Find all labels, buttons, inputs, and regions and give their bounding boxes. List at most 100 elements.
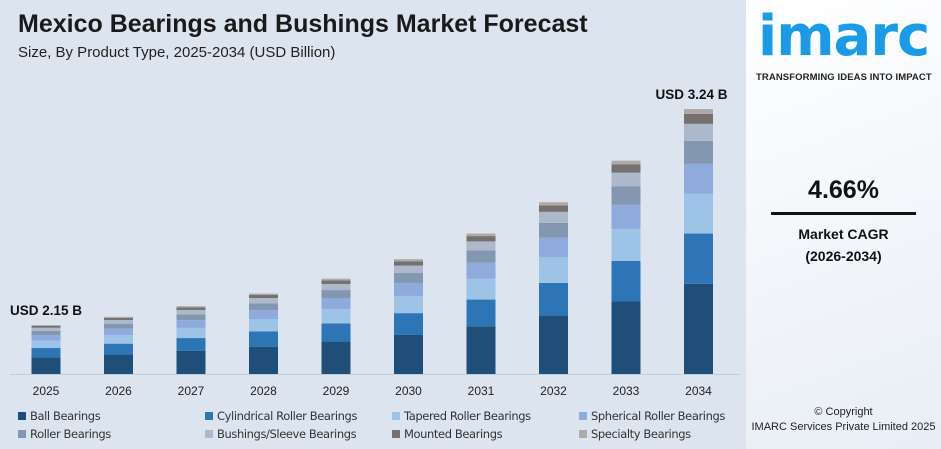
bar-segment-2034-3 (684, 163, 713, 194)
bar-segment-2027-5 (176, 309, 206, 315)
imarc-logo: imarc (758, 4, 930, 69)
x-tick-label: 2033 (613, 384, 640, 398)
bar-segment-2025-1 (31, 348, 61, 358)
x-tick-label: 2026 (105, 384, 132, 398)
bar-segment-2033-3 (611, 204, 641, 229)
bar-segment-2031-6 (466, 236, 496, 242)
bar-segment-2029-2 (321, 309, 351, 324)
brand-tagline: TRANSFORMING IDEAS INTO IMPACT (756, 72, 932, 83)
bar-segment-2025-4 (31, 330, 61, 336)
legend-item: Tapered Roller Bearings (392, 408, 579, 424)
bar-segment-2025-5 (31, 327, 61, 331)
legend-item: Cylindrical Roller Bearings (205, 408, 392, 424)
x-tick-label: 2025 (33, 384, 60, 398)
bar-segment-2028-5 (249, 298, 278, 304)
bar-segment-2025-7 (31, 325, 61, 326)
bar-segment-2034-2 (684, 193, 713, 234)
bar-segment-2034-5 (684, 123, 713, 141)
bar-segment-2027-3 (176, 320, 206, 328)
legend-item: Bushings/Sleeve Bearings (205, 426, 392, 442)
bar-segment-2025-3 (31, 335, 61, 341)
bar-segment-2031-1 (466, 299, 496, 327)
legend-swatch (205, 430, 213, 438)
bar-segment-2031-5 (466, 241, 496, 251)
bar-segment-2029-3 (321, 298, 351, 310)
bar-segment-2034-6 (684, 113, 713, 124)
x-tick-label: 2034 (685, 384, 712, 398)
bar-segment-2033-0 (611, 301, 641, 374)
legend: Ball Bearings Cylindrical Roller Bearings… (18, 408, 738, 442)
bar-segment-2029-4 (321, 290, 351, 299)
bar-segment-2030-6 (394, 261, 423, 266)
bar-segment-2027-2 (176, 327, 206, 339)
legend-item: Roller Bearings (18, 426, 205, 442)
x-tick-label: 2027 (178, 384, 205, 398)
bar-segment-2030-3 (394, 282, 423, 296)
bar-segment-2033-5 (611, 172, 641, 187)
legend-swatch (392, 412, 400, 420)
legend-label: Cylindrical Roller Bearings (217, 409, 358, 423)
cagr-value: 4.66% (808, 176, 879, 204)
bar-segment-2025-6 (31, 325, 61, 328)
legend-swatch (579, 412, 587, 420)
bar-segment-2029-5 (321, 283, 351, 291)
total-annotation: USD 2.15 B (10, 303, 82, 318)
bar-segment-2033-4 (611, 186, 641, 205)
bar-segment-2028-7 (249, 293, 278, 296)
bar-segment-2026-7 (104, 316, 133, 318)
bar-segment-2034-4 (684, 140, 713, 164)
bar-segment-2028-4 (249, 303, 278, 311)
bar-segment-2026-4 (104, 323, 133, 329)
legend-swatch (392, 430, 400, 438)
bar-segment-2030-1 (394, 313, 423, 335)
bar-segment-2029-1 (321, 323, 351, 342)
bar-segment-2026-2 (104, 335, 133, 344)
bar-segment-2034-1 (684, 233, 713, 284)
company-name: IMARC Services Private Limited 2025 (751, 421, 936, 433)
bar-segment-2032-3 (539, 237, 568, 258)
bar-segment-2033-7 (611, 160, 641, 165)
x-tick-label: 2030 (395, 384, 422, 398)
bar-segment-2026-3 (104, 328, 133, 336)
bar-segment-2030-0 (394, 334, 423, 374)
legend-item: Mounted Bearings (392, 426, 579, 442)
bar-segment-2032-1 (539, 282, 568, 316)
bar-segment-2027-7 (176, 306, 206, 308)
bar-segment-2032-7 (539, 202, 568, 206)
bar-segment-2030-4 (394, 272, 423, 283)
bar-segment-2026-0 (104, 354, 133, 374)
bar-segment-2032-2 (539, 257, 568, 283)
bar-segment-2031-0 (466, 326, 496, 374)
bar-segment-2028-1 (249, 331, 278, 347)
bar-segment-2029-0 (321, 341, 351, 374)
bar-segment-2029-7 (321, 278, 351, 281)
bar-segment-2033-2 (611, 228, 641, 261)
total-annotation: USD 3.24 B (655, 87, 727, 102)
bar-segment-2029-6 (321, 280, 351, 284)
x-tick-label: 2029 (323, 384, 350, 398)
chart-panel: Mexico Bearings and Bushings Market Fore… (0, 0, 746, 449)
legend-swatch (18, 412, 26, 420)
bar-segment-2028-0 (249, 346, 278, 374)
x-tick-label: 2028 (250, 384, 277, 398)
x-tick-label: 2031 (468, 384, 495, 398)
legend-label: Roller Bearings (30, 427, 111, 441)
chart-subtitle: Size, By Product Type, 2025-2034 (USD Bi… (18, 44, 336, 61)
bar-segment-2032-6 (539, 205, 568, 212)
bar-segment-2031-7 (466, 233, 496, 237)
bar-segment-2025-0 (31, 357, 61, 374)
bar-segment-2032-0 (539, 315, 568, 374)
bar-segment-2031-2 (466, 278, 496, 300)
bar-segment-2027-0 (176, 350, 206, 374)
bar-segment-2028-2 (249, 319, 278, 332)
legend-label: Bushings/Sleeve Bearings (217, 427, 357, 441)
cagr-period: (2026-2034) (805, 248, 882, 264)
stacked-bar-chart: 2025 USD 2.15 B 2026 2027 2028 2029 2030 2031 20… (10, 87, 740, 398)
legend-item: Spherical Roller Bearings (579, 408, 766, 424)
legend-label: Ball Bearings (30, 409, 101, 423)
bar-segment-2033-6 (611, 164, 641, 173)
bar-segment-2026-6 (104, 317, 133, 320)
bar-segment-2033-1 (611, 260, 641, 302)
divider (771, 212, 916, 215)
cagr-label: Market CAGR (798, 226, 889, 242)
